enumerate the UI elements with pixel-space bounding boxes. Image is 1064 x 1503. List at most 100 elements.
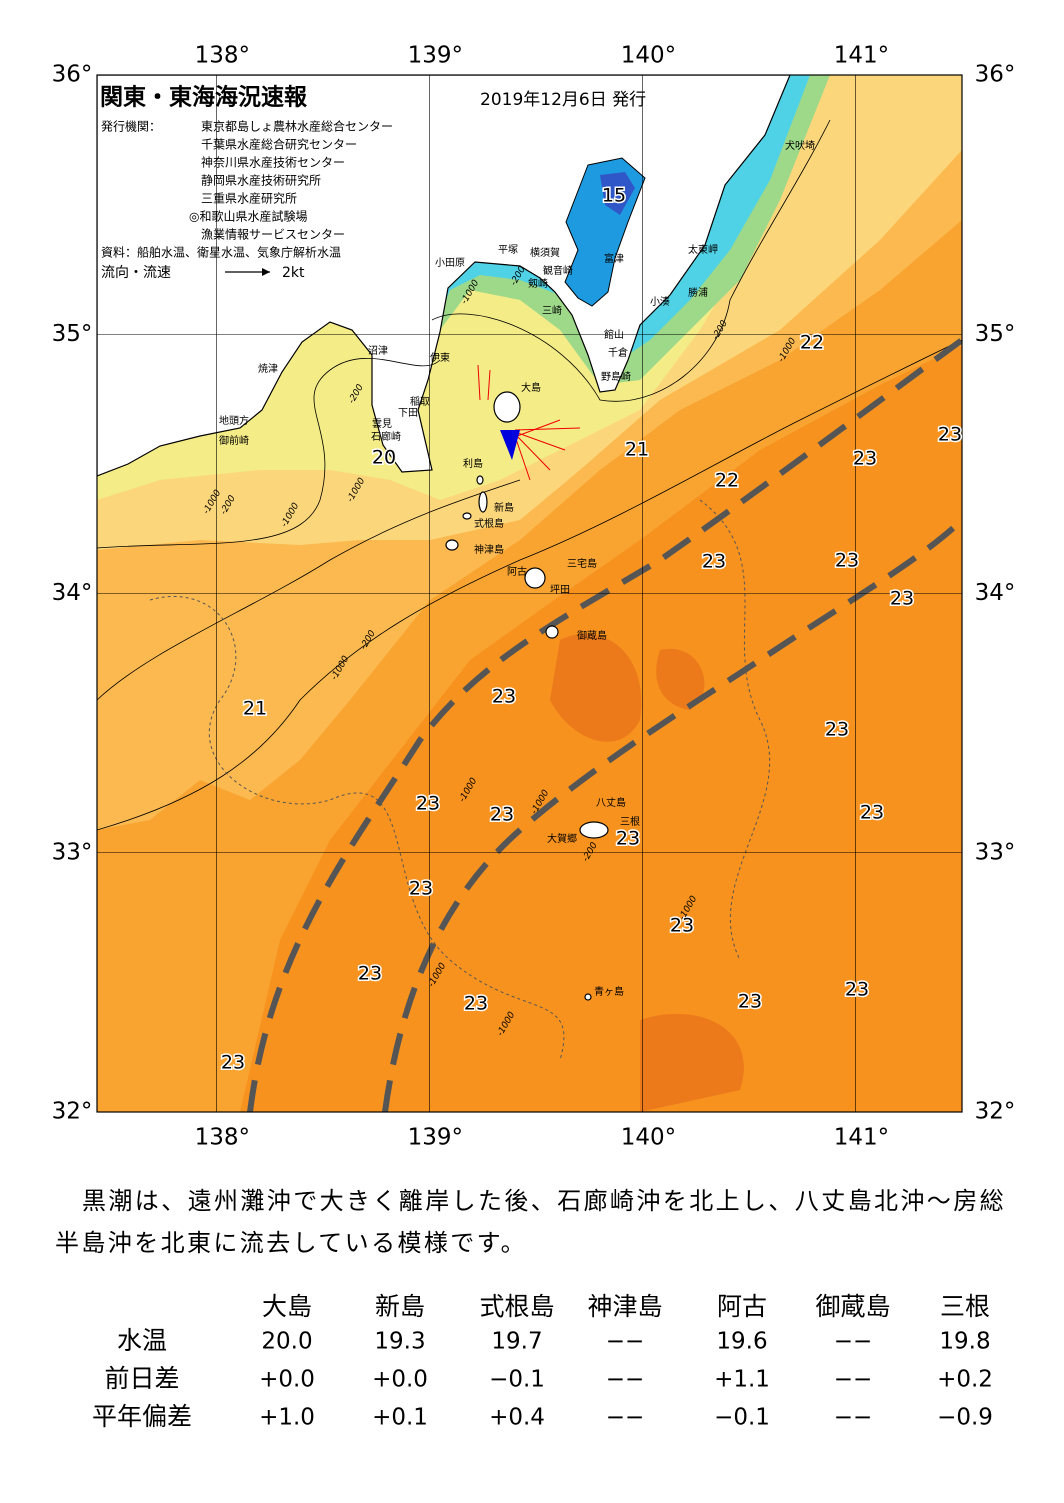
place-label: 勝浦 [688,286,708,299]
temperature-label: 22 [800,332,824,354]
table-cell: −− [606,1405,645,1431]
temperature-label: 23 [464,993,488,1015]
lat-tick-label: 36° [52,62,93,88]
legend-speed: 2kt [282,265,305,281]
lat-tick-label: 36° [975,62,1016,88]
table-cell: +0.4 [489,1405,545,1431]
temperature-label: 21 [243,698,267,720]
place-label: 伊東 [430,351,450,364]
row-label: 前日差 [104,1364,179,1393]
place-label: 焼津 [258,363,278,375]
column-header: 式根島 [479,1292,554,1321]
table-cell: −0.1 [489,1367,545,1393]
place-label: 館山 [604,328,624,341]
column-header: 神津島 [587,1292,662,1321]
lon-tick-label: 139° [408,43,463,69]
place-label: 神津島 [474,543,504,556]
temperature-label: 23 [860,802,884,824]
lon-tick-label: 138° [195,43,250,69]
temperature-label: 23 [358,963,382,985]
place-label: 小田原 [435,257,465,269]
temperature-label: 23 [853,448,877,470]
table-cell: +0.2 [937,1367,993,1393]
place-label: 三根 [620,815,640,828]
islands [445,391,609,1001]
place-label: 千倉 [608,346,628,359]
place-label: 稲取 [410,396,430,408]
place-label: 野島崎 [601,370,631,383]
place-label: 横須賀 [530,246,560,259]
lon-tick-label: 141° [834,1125,889,1151]
table-cell: −− [834,1367,873,1393]
column-header: 阿古 [717,1292,767,1321]
table-cell: 19.6 [716,1329,767,1355]
lon-tick-label: 140° [621,43,676,69]
temperature-label: 23 [845,979,869,1001]
temperature-label: 23 [738,991,762,1013]
table-cell: −− [606,1329,645,1355]
issuer: ◎和歌山県水産試験場 [189,209,307,224]
lon-tick-label: 138° [195,1125,250,1151]
column-header: 大島 [262,1292,312,1321]
place-label: 富津 [604,252,624,265]
lat-tick-label: 34° [52,580,93,606]
table-cell: −− [834,1405,873,1431]
issuer: 東京都島しょ農林水産総合センター [201,119,393,134]
temperature-label: 20 [372,447,396,469]
place-label: 下田 [398,408,418,419]
lon-tick-label: 139° [408,1125,463,1151]
summary-text: 黒潮は、遠州灘沖で大きく離岸した後、石廊崎沖を北上し、八丈島北沖～房総半島沖を北… [55,1187,1006,1257]
place-label: 観音崎 [543,264,573,277]
place-label: 沼津 [368,344,388,357]
place-label: 御前崎 [219,434,249,447]
place-label: 太東岬 [688,243,718,256]
place-label: 八丈島 [596,796,626,809]
table-cell: +1.0 [259,1405,315,1431]
lat-tick-label: 35° [975,321,1016,347]
temperature-label: 23 [835,550,859,572]
column-header: 御蔵島 [815,1292,890,1321]
row-label: 水温 [117,1326,167,1355]
column-header: 三根 [940,1292,990,1321]
lat-tick-label: 33° [52,839,93,865]
table-cell: 19.7 [491,1329,542,1355]
row-label: 平年偏差 [92,1402,192,1431]
issuer: 千葉県水産総合研究センター [201,137,357,152]
place-label: 坪田 [550,583,570,596]
column-header: 新島 [375,1292,425,1321]
temperature-label: 23 [938,424,962,446]
temperature-label: 21 [625,439,649,461]
temperature-label: 23 [416,793,440,815]
place-label: 小湊 [650,295,670,308]
lat-tick-label: 34° [975,580,1016,606]
place-label: 阿古 [507,565,527,578]
place-label: 式根島 [474,517,504,530]
issuer: 静岡県水産技術研究所 [201,173,321,188]
issuers-label: 発行機関： [101,119,161,134]
temperature-label: 22 [715,470,739,492]
place-label: 御蔵島 [577,629,607,642]
table-cell: +0.0 [259,1367,315,1393]
temperature-label: 23 [409,878,433,900]
table-cell: 19.3 [374,1329,425,1355]
place-label: 新島 [494,501,514,514]
table-cell: −− [834,1329,873,1355]
place-label: 三崎 [542,304,562,317]
place-label: 三宅島 [567,557,597,570]
place-label: 雲見 [372,418,392,430]
place-label: 石廊崎 [371,430,401,443]
temperature-label: 23 [221,1052,245,1074]
issue-date: 2019年12月6日 発行 [480,90,646,110]
legend-arrowhead [262,268,270,276]
issuer: 神奈川県水産技術センター [201,155,345,170]
kuroshio-south-edge [382,517,962,1112]
kuroshio-north-edge [247,337,962,1112]
sea-warm-patch [550,633,744,1112]
place-label: 大島 [521,381,541,394]
table-cell: −− [606,1367,645,1393]
table-cell: 19.8 [939,1329,990,1355]
temperature-label: 23 [616,828,640,850]
table-cell: −0.1 [714,1405,770,1431]
current-vectors [477,364,581,481]
